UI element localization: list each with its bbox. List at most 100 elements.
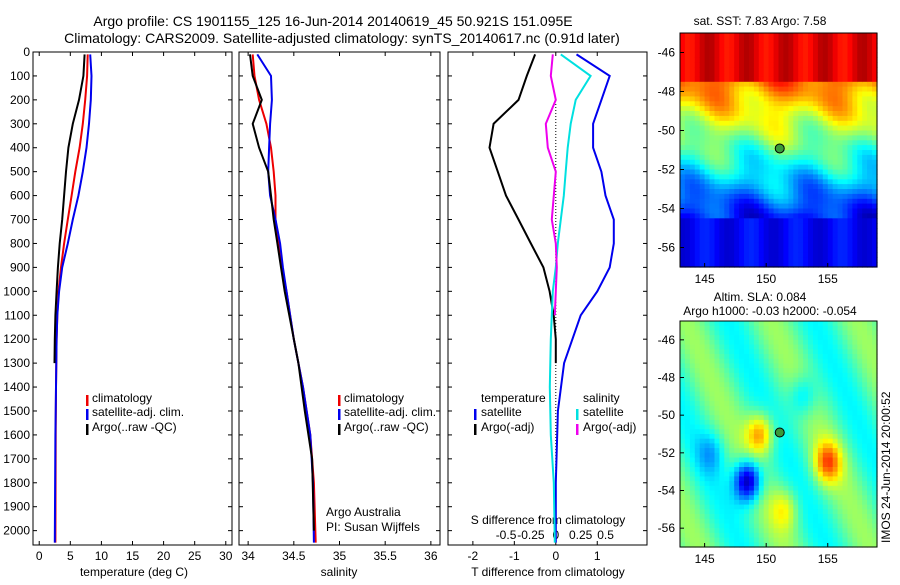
sla_map-cell [852,457,858,463]
sst_map-cell [739,125,745,132]
sst_map-cell [749,154,755,161]
sst_map-cell [793,91,799,97]
sla_map-cell [788,335,794,341]
sla_map-cell [778,467,784,473]
sla_map-cell [857,405,863,412]
sst_map-cell [699,237,706,244]
depth-tick-label: 1600 [3,428,30,442]
sst_map-cell [788,232,794,239]
sst_map-cell [837,198,844,205]
sla_map-cell [842,462,848,468]
sst_map-cell [694,213,701,219]
sla_map-cell [803,457,809,463]
sla_map-cell [684,335,691,341]
sla_map-cell [857,462,863,468]
sla_map-cell [798,344,804,350]
sst_map-cell [704,67,711,73]
sla_map-cell [793,325,799,331]
sla_map-cell [699,467,706,473]
sla_map-cell [753,438,760,444]
sla_map-cell [704,358,711,364]
sst_map-cell [842,164,848,171]
sst_map-cell [734,76,740,83]
sst_map-cell [699,62,706,68]
sst_map-cell [768,174,775,180]
sla_map-cell [704,330,711,336]
sst_map-cell [793,140,799,146]
sst_map-cell [808,81,814,88]
sla_map-cell [689,448,696,454]
sst_map-cell [822,145,829,151]
sst_map-cell [758,154,765,161]
sst_map-cell [763,257,770,263]
sst_map-cell [704,184,711,190]
sst_map-cell [867,96,873,102]
sla_map-cell [763,514,770,520]
sla_map-cell [724,349,730,355]
sst_map-cell [773,164,780,171]
sla_map-cell [753,401,760,407]
sla_map-cell [768,330,775,336]
sst_map-cell [842,47,848,54]
sst_map-cell [867,174,873,180]
sst_map-cell [872,37,878,44]
sla_map-cell [842,476,848,482]
sst_map-cell [709,228,715,234]
sst_map-cell [872,115,878,122]
legend-swatch-5 [338,424,341,435]
sla_map-cell [813,476,819,482]
sla_map-cell [872,335,878,341]
sla_map-cell [699,537,706,543]
sst_map-cell [724,120,730,127]
sst_map-cell [842,247,848,253]
sst_map-cell [749,169,755,175]
sla_map-cell [699,415,706,421]
sla_map-cell [847,415,853,421]
sst_map-cell [680,218,686,224]
sla_map-cell [694,434,701,440]
sla_map-cell [773,424,780,430]
sla_map-cell [753,335,760,341]
sla_map-cell [694,382,701,388]
sst_map-cell [822,189,829,195]
sla_map-cell [803,448,809,454]
sla_map-cell [783,335,789,341]
sst_map-cell [842,237,848,244]
sst_map-cell [768,62,775,68]
sst_map-cell [753,262,760,268]
sst_map-cell [719,72,725,78]
sla_map-cell [778,415,784,421]
sla_map-cell [749,499,755,506]
depth-tick-label: 1800 [3,476,30,490]
sst_map-cell [813,111,819,117]
sla_map-cell [680,518,686,525]
sla_map-cell [803,429,809,435]
sst_map-cell [684,33,691,39]
sst_map-cell [768,57,775,63]
sst_map-cell [724,257,730,263]
sst_map-cell [734,184,740,190]
sla_map-cell [862,405,868,412]
sla_map-cell [763,391,770,397]
sst_map-cell [847,203,853,210]
sst_map-cell [709,120,715,127]
sla_map-cell [857,410,863,416]
sla_map-cell [773,537,780,543]
sst_map-cell [719,193,725,200]
sst_map-cell [680,72,686,78]
sla_map-cell [734,499,740,506]
sla_map-cell [734,401,740,407]
sst_map-cell [798,237,804,244]
sst_map-cell [798,232,804,239]
sla_map-cell [739,495,745,501]
sla_map-cell [753,330,760,336]
sla_map-cell [709,448,715,454]
sst_map-cell [709,257,715,263]
sla_map-cell [684,471,691,477]
sla_map-cell [719,490,725,496]
sla_map-cell [694,363,701,369]
sla_map-cell [773,481,780,487]
sst_map-cell [709,223,715,229]
sla_map-cell [842,372,848,379]
sla_map-cell [827,349,834,355]
